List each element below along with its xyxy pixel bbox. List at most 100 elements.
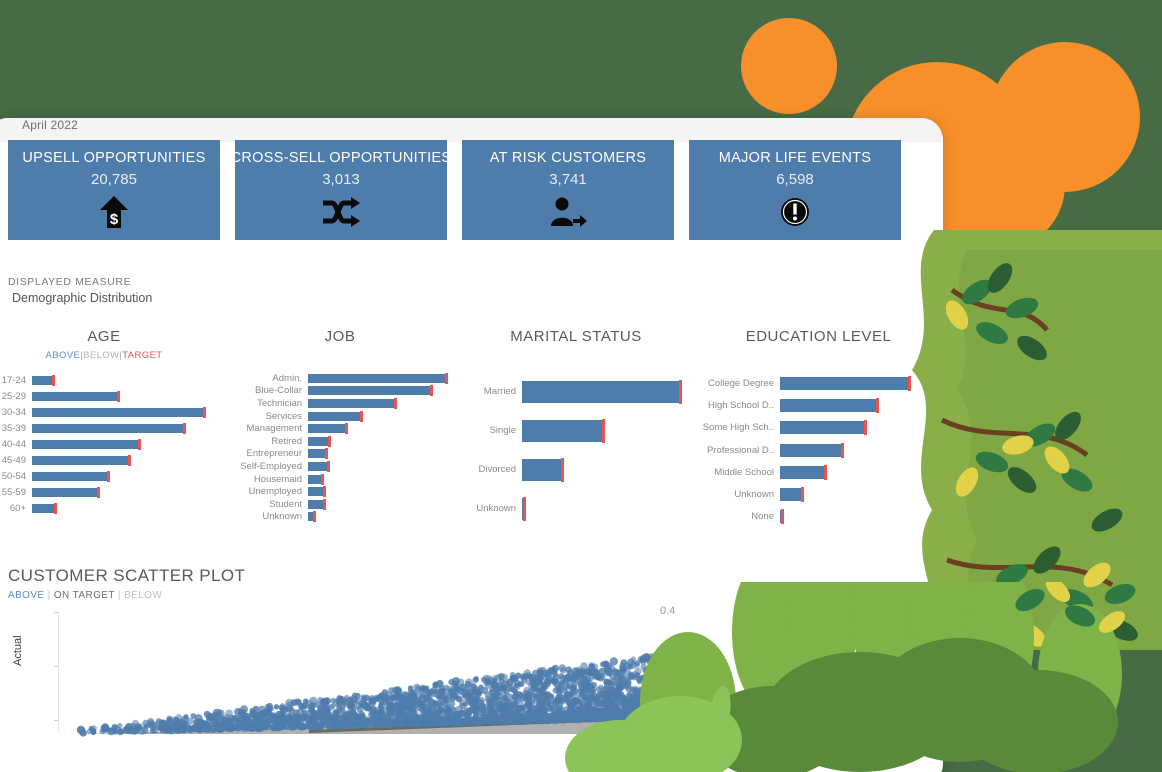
bar-fill-actual[interactable]	[780, 488, 802, 502]
bar-row[interactable]: 55-59	[0, 484, 222, 500]
bar-row[interactable]: Services	[222, 410, 458, 423]
bar-fill-actual[interactable]	[32, 455, 128, 465]
bar-fill-actual[interactable]	[308, 461, 328, 471]
bar-list: College Degree High School D.. Some High S…	[694, 372, 943, 528]
bar-category-label: 45-49	[1, 454, 26, 466]
scatter-legend-above[interactable]: ABOVE	[8, 590, 45, 601]
bar-row[interactable]: College Degree	[694, 372, 943, 394]
bar-fill-actual[interactable]	[32, 471, 108, 481]
bar-row[interactable]: Married	[458, 372, 694, 411]
kpi-card-cross-sell-opportunities[interactable]: CROSS-SELL OPPORTUNITIES 3,013	[231, 140, 451, 240]
bar-track	[308, 511, 458, 523]
displayed-measure-value[interactable]: Demographic Distribution	[12, 291, 153, 305]
bar-row[interactable]: Professional D..	[694, 439, 943, 461]
bar-fill-actual[interactable]	[780, 398, 877, 412]
bar-fill-actual[interactable]	[32, 423, 183, 433]
bar-row[interactable]: Some High Sch..	[694, 417, 943, 439]
variance-label: VARIANCE %	[772, 668, 840, 679]
bar-fill-actual[interactable]	[522, 380, 680, 403]
bar-target-marker	[678, 379, 682, 404]
bar-track	[308, 498, 458, 510]
bar-row[interactable]: Unemployed	[222, 485, 458, 498]
bar-row[interactable]: 45-49	[0, 452, 222, 468]
bar-fill-actual[interactable]	[32, 391, 118, 401]
bar-row[interactable]: 25-29	[0, 388, 222, 404]
bar-fill-actual[interactable]	[308, 424, 346, 434]
bar-fill-actual[interactable]	[522, 497, 524, 520]
bar-fill-actual[interactable]	[780, 465, 825, 479]
bar-row[interactable]: 40-44	[0, 436, 222, 452]
bar-fill-actual[interactable]	[32, 375, 53, 385]
bar-fill-actual[interactable]	[32, 503, 55, 513]
bar-fill-actual[interactable]	[308, 373, 447, 383]
bar-row[interactable]: 35-39	[0, 420, 222, 436]
displayed-measure[interactable]: DISPLAYED MEASURE Demographic Distributi…	[8, 276, 152, 305]
up-arrow-dollar-icon: $	[99, 195, 129, 229]
scatter-legend-below[interactable]: BELOW	[124, 590, 163, 601]
bar-row[interactable]: Management	[222, 422, 458, 435]
bar-target-marker	[52, 374, 56, 386]
bar-fill-actual[interactable]	[308, 474, 322, 484]
bar-track	[308, 372, 458, 384]
bar-row[interactable]: Unknown	[694, 483, 943, 505]
scatter-legend-on-target[interactable]: ON TARGET	[53, 590, 115, 601]
bar-track	[522, 457, 694, 482]
bar-fill-actual[interactable]	[780, 421, 865, 435]
scatter-plot[interactable]: Actual 0.4 0.2 0	[6, 605, 719, 762]
kpi-card-upsell-opportunities[interactable]: UPSELL OPPORTUNITIES 20,785 $	[8, 140, 220, 240]
bar-fill-actual[interactable]	[32, 487, 98, 497]
bar-target-marker	[96, 486, 100, 498]
bar-fill-actual[interactable]	[522, 419, 603, 442]
legend-above[interactable]: ABOVE	[45, 350, 81, 361]
bar-row[interactable]: Technician	[222, 397, 458, 410]
bar-fill-actual[interactable]	[308, 398, 395, 408]
bar-fill-actual[interactable]	[308, 449, 326, 459]
bar-row[interactable]: Divorced	[458, 450, 694, 489]
bar-row[interactable]: 60+	[0, 500, 222, 516]
bar-row[interactable]: Middle School	[694, 461, 943, 483]
bar-list: Married Single Divorced Unknown	[458, 372, 694, 528]
bar-row[interactable]: 50-54	[0, 468, 222, 484]
bar-fill-actual[interactable]	[308, 386, 431, 396]
bar-fill-actual[interactable]	[780, 443, 842, 457]
bar-row[interactable]: Self-Employed	[222, 460, 458, 473]
scatter-plot-measure[interactable]: SCATTER PLOT MEASURE Share of Wallet	[768, 610, 905, 638]
bar-row[interactable]: Admin.	[222, 372, 458, 385]
bar-fill-actual[interactable]	[308, 487, 324, 497]
bar-target-marker	[601, 418, 605, 443]
kpi-card-major-life-events[interactable]: MAJOR LIFE EVENTS 6,598	[689, 140, 901, 240]
bar-row[interactable]: Entrepreneur	[222, 448, 458, 461]
bar-row[interactable]: Housemaid	[222, 473, 458, 486]
legend-target[interactable]: TARGET	[122, 350, 163, 361]
kpi-title: MAJOR LIFE EVENTS	[718, 150, 872, 166]
bar-legend-spacer	[222, 350, 458, 362]
bar-fill-actual[interactable]	[32, 439, 139, 449]
kpi-card-at-risk-customers[interactable]: AT RISK CUSTOMERS 3,741	[462, 140, 674, 240]
y-tick-label: 0.4	[660, 605, 676, 617]
bar-row[interactable]: Retired	[222, 435, 458, 448]
bar-category-label: Services	[265, 410, 302, 422]
bar-row[interactable]: 30-34	[0, 404, 222, 420]
bar-row[interactable]: Student	[222, 498, 458, 511]
bar-row[interactable]: Single	[458, 411, 694, 450]
bar-fill-actual[interactable]	[308, 436, 329, 446]
bar-row[interactable]: 17-24	[0, 372, 222, 388]
scatter-measure-value[interactable]: Share of Wallet	[795, 624, 878, 638]
exclamation-circle-icon	[780, 195, 810, 229]
bar-fill-actual[interactable]	[308, 512, 314, 522]
bar-row[interactable]: None	[694, 506, 943, 528]
bar-target-marker	[394, 397, 398, 409]
bar-fill-actual[interactable]	[308, 499, 324, 509]
bar-row[interactable]: Unknown	[222, 511, 458, 524]
chart-title: EDUCATION LEVEL	[745, 328, 892, 345]
bar-fill-actual[interactable]	[522, 458, 562, 481]
bar-row[interactable]: Unknown	[458, 489, 694, 528]
bar-row[interactable]: High School D..	[694, 394, 943, 416]
bar-fill-actual[interactable]	[308, 411, 361, 421]
bar-category-label: Management	[246, 423, 302, 435]
legend-below[interactable]: BELOW	[83, 350, 120, 361]
bar-fill-actual[interactable]	[32, 407, 204, 417]
bar-row[interactable]: Blue-Collar	[222, 385, 458, 398]
bar-fill-actual[interactable]	[780, 376, 909, 390]
chart-age: AGE ABOVE|BELOW|TARGET 17-24 25-29 30-34 35…	[0, 328, 222, 516]
